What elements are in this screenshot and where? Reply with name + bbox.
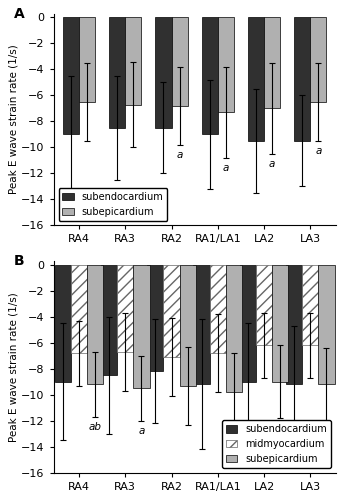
- Bar: [117, 264, 133, 352]
- Text: ab: ab: [89, 422, 102, 432]
- Bar: [101, 264, 117, 375]
- Text: B: B: [14, 254, 25, 268]
- Bar: [240, 264, 256, 382]
- Bar: [163, 264, 180, 357]
- Bar: [286, 264, 302, 384]
- Bar: [210, 264, 226, 353]
- Bar: [125, 18, 141, 104]
- Y-axis label: Peak E wave strain rate (1/s): Peak E wave strain rate (1/s): [8, 292, 18, 442]
- Bar: [71, 264, 87, 353]
- Bar: [180, 264, 196, 386]
- Text: ab: ab: [274, 424, 287, 434]
- Legend: subendocardium, midmyocardium, subepicardium: subendocardium, midmyocardium, subepicar…: [222, 420, 331, 468]
- Text: ab: ab: [320, 426, 333, 436]
- Legend: subendocardium, subepicardium: subendocardium, subepicardium: [58, 188, 168, 220]
- Bar: [218, 18, 234, 112]
- Bar: [310, 18, 326, 102]
- Y-axis label: Peak E wave strain rate (1/s): Peak E wave strain rate (1/s): [8, 44, 18, 195]
- Bar: [63, 18, 79, 134]
- Bar: [155, 18, 172, 128]
- Bar: [226, 264, 242, 392]
- Bar: [193, 264, 210, 384]
- Bar: [79, 18, 95, 102]
- Text: A: A: [14, 7, 25, 21]
- Bar: [172, 18, 188, 106]
- Bar: [302, 264, 318, 345]
- Bar: [248, 18, 264, 141]
- Text: ab: ab: [227, 436, 240, 446]
- Text: a: a: [269, 159, 275, 169]
- Text: a: a: [315, 146, 322, 156]
- Bar: [133, 264, 150, 388]
- Bar: [294, 18, 310, 141]
- Bar: [202, 18, 218, 134]
- Bar: [87, 264, 103, 384]
- Text: a: a: [138, 426, 145, 436]
- Bar: [55, 264, 71, 382]
- Bar: [318, 264, 334, 384]
- Bar: [256, 264, 272, 345]
- Text: a: a: [223, 163, 229, 173]
- Text: a: a: [176, 150, 183, 160]
- Bar: [272, 264, 288, 382]
- Bar: [147, 264, 163, 372]
- Bar: [109, 18, 125, 128]
- Bar: [264, 18, 280, 108]
